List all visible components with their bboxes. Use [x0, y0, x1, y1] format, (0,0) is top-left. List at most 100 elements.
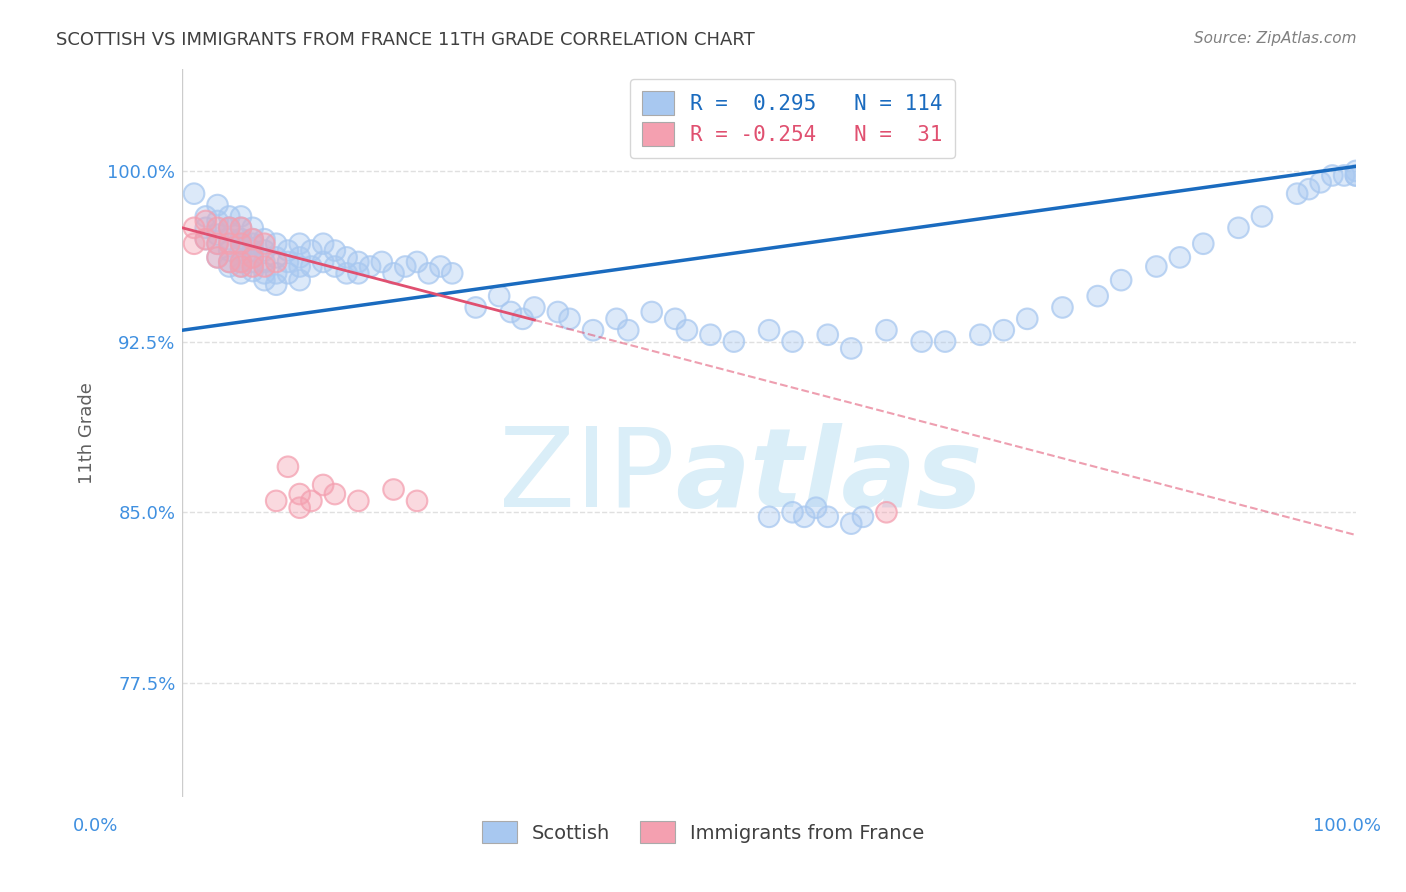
Point — [347, 494, 370, 508]
Point — [323, 260, 346, 274]
Point — [418, 266, 440, 280]
Point — [242, 232, 264, 246]
Point — [782, 334, 804, 349]
Point — [299, 260, 322, 274]
Point — [911, 334, 934, 349]
Point — [277, 244, 299, 258]
Point — [218, 255, 240, 269]
Point — [382, 483, 405, 497]
Point — [288, 273, 311, 287]
Point — [323, 487, 346, 501]
Point — [288, 487, 311, 501]
Point — [264, 255, 287, 269]
Point — [229, 232, 252, 246]
Point — [1286, 186, 1309, 201]
Point — [299, 244, 322, 258]
Point — [229, 255, 252, 269]
Point — [229, 236, 252, 251]
Point — [617, 323, 640, 337]
Point — [229, 255, 252, 269]
Point — [207, 236, 229, 251]
Point — [264, 251, 287, 265]
Point — [347, 255, 370, 269]
Point — [804, 500, 827, 515]
Point — [194, 220, 217, 235]
Point — [288, 487, 311, 501]
Point — [242, 264, 264, 278]
Point — [242, 260, 264, 274]
Point — [229, 220, 252, 235]
Point — [207, 220, 229, 235]
Point — [229, 244, 252, 258]
Point — [242, 251, 264, 265]
Point — [1286, 186, 1309, 201]
Point — [218, 220, 240, 235]
Point — [253, 232, 276, 246]
Point — [1087, 289, 1109, 303]
Point — [207, 236, 229, 251]
Point — [359, 260, 381, 274]
Point — [1227, 220, 1250, 235]
Point — [1344, 169, 1367, 183]
Point — [839, 342, 862, 356]
Point — [1109, 273, 1132, 287]
Point — [1251, 210, 1274, 224]
Point — [253, 260, 276, 274]
Point — [253, 232, 276, 246]
Point — [218, 244, 240, 258]
Point — [207, 236, 229, 251]
Point — [242, 251, 264, 265]
Point — [288, 260, 311, 274]
Point — [253, 266, 276, 280]
Point — [218, 260, 240, 274]
Point — [406, 255, 429, 269]
Point — [194, 210, 217, 224]
Point — [242, 260, 264, 274]
Point — [336, 251, 359, 265]
Point — [1309, 175, 1331, 189]
Point — [371, 255, 394, 269]
Point — [804, 500, 827, 515]
Point — [382, 266, 405, 280]
Point — [852, 509, 875, 524]
Point — [605, 311, 627, 326]
Point — [264, 236, 287, 251]
Point — [242, 244, 264, 258]
Point — [312, 478, 335, 492]
Point — [277, 266, 299, 280]
Point — [359, 260, 381, 274]
Point — [1344, 169, 1367, 183]
Point — [183, 220, 205, 235]
Point — [406, 494, 429, 508]
Point — [441, 266, 464, 280]
Point — [194, 232, 217, 246]
Point — [277, 244, 299, 258]
Point — [499, 305, 522, 319]
Point — [218, 220, 240, 235]
Legend: R =  0.295   N = 114, R = -0.254   N =  31: R = 0.295 N = 114, R = -0.254 N = 31 — [630, 78, 955, 158]
Point — [277, 459, 299, 474]
Point — [242, 255, 264, 269]
Point — [264, 251, 287, 265]
Point — [875, 323, 897, 337]
Point — [312, 255, 335, 269]
Point — [207, 251, 229, 265]
Point — [242, 255, 264, 269]
Point — [253, 266, 276, 280]
Point — [242, 264, 264, 278]
Point — [264, 277, 287, 292]
Text: 0.0%: 0.0% — [73, 817, 118, 835]
Point — [323, 244, 346, 258]
Point — [207, 214, 229, 228]
Point — [207, 251, 229, 265]
Point — [312, 478, 335, 492]
Point — [336, 251, 359, 265]
Point — [229, 266, 252, 280]
Point — [758, 323, 780, 337]
Point — [817, 509, 839, 524]
Point — [406, 255, 429, 269]
Point — [382, 483, 405, 497]
Point — [194, 210, 217, 224]
Point — [299, 494, 322, 508]
Point — [218, 232, 240, 246]
